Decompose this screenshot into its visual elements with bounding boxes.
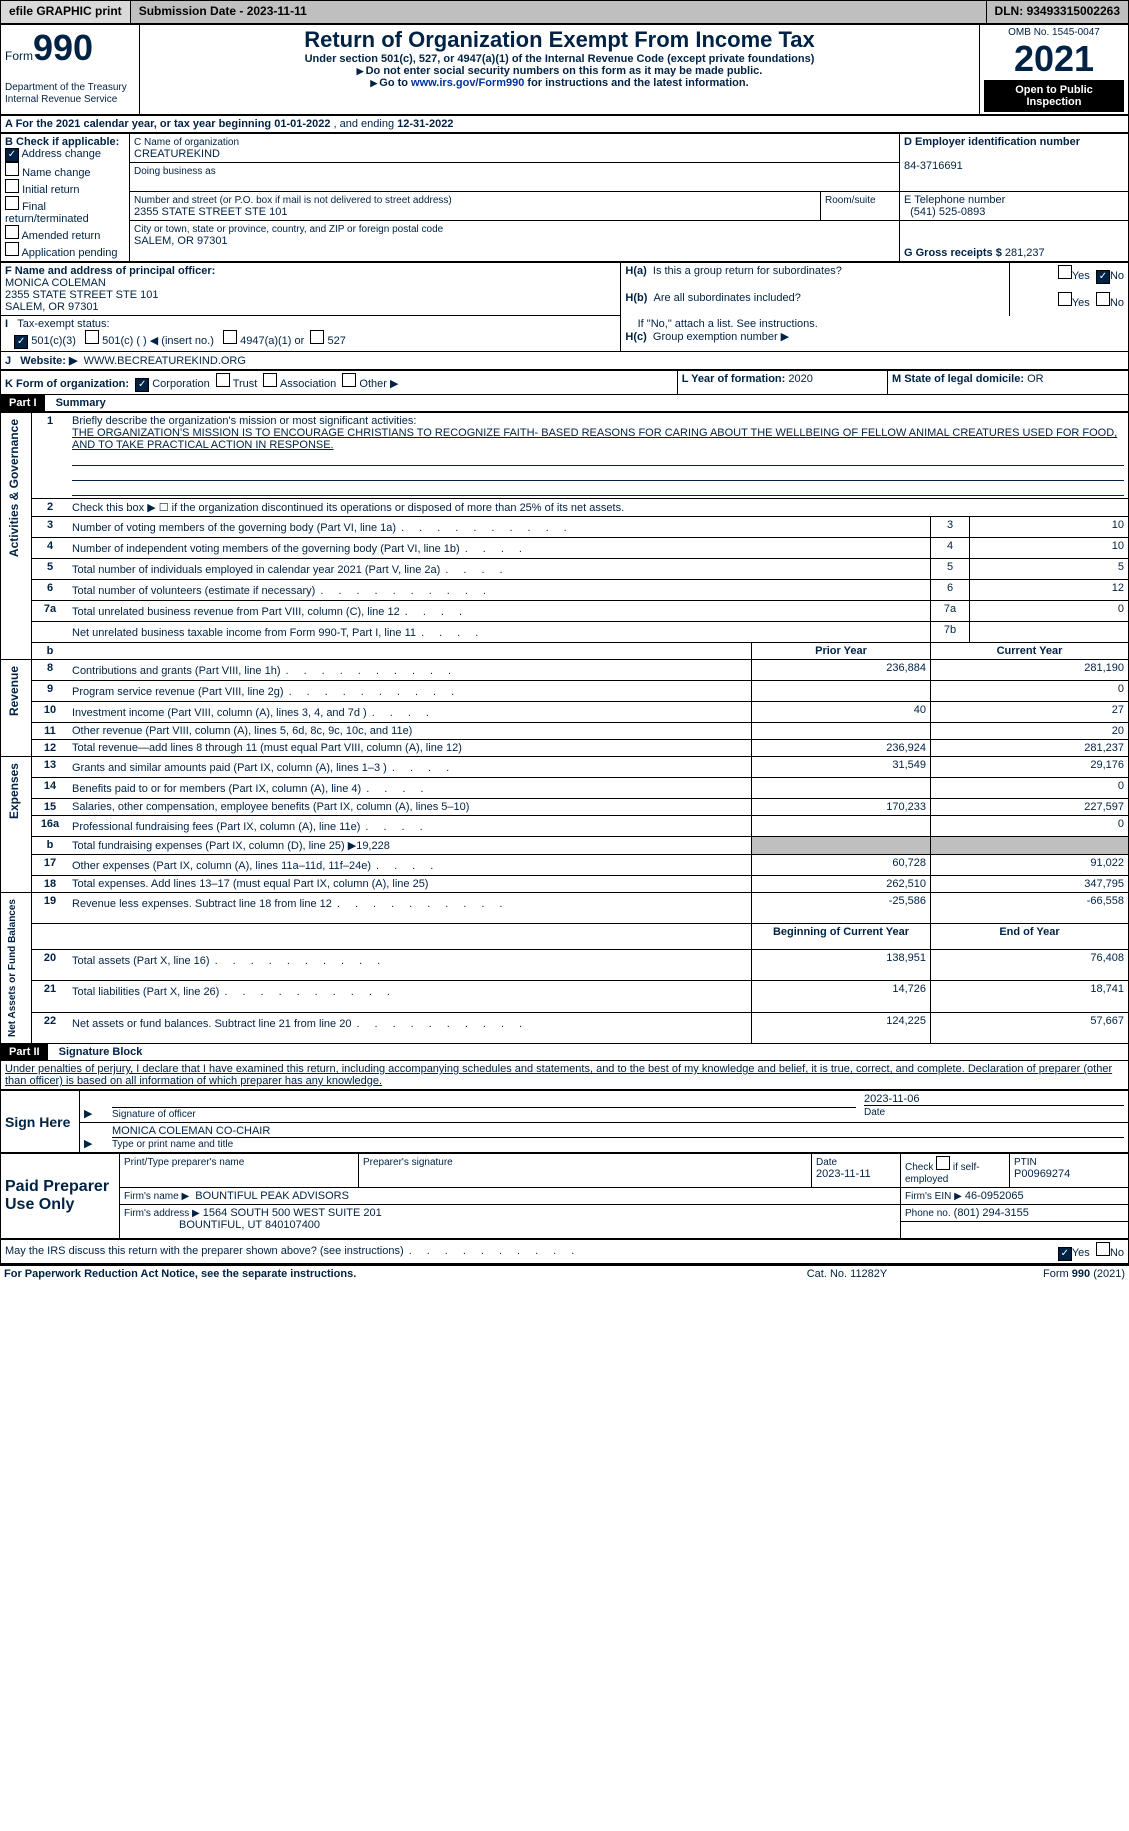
efile-print-button[interactable]: efile GRAPHIC print [1, 1, 131, 23]
section-b-checklist: B Check if applicable: ✓ Address change … [1, 134, 130, 262]
h-a-cell: H(a) Is this a group return for subordin… [621, 263, 1010, 291]
mission-text: THE ORGANIZATION'S MISSION IS TO ENCOURA… [72, 427, 1117, 451]
gross-receipts-value: 281,237 [1005, 247, 1045, 259]
omb-number: OMB No. 1545-0047 [984, 27, 1124, 38]
city-cell: City or town, state or province, country… [130, 221, 900, 262]
checkbox-corporation[interactable]: ✓ [135, 378, 149, 392]
street-cell: Number and street (or P.O. box if mail i… [130, 192, 821, 221]
phone-cell: E Telephone number (541) 525-0893 [900, 192, 1129, 221]
checkbox-irs-no[interactable] [1096, 1242, 1110, 1256]
checkbox-address-change[interactable]: ✓ [5, 148, 19, 162]
phone-value: (541) 525-0893 [910, 206, 985, 218]
checkbox-ha-yes[interactable] [1058, 265, 1072, 279]
checkbox-4947[interactable] [223, 330, 237, 344]
checkbox-527[interactable] [310, 330, 324, 344]
cat-no: Cat. No. 11282Y [753, 1265, 941, 1282]
side-label-net-assets: Net Assets or Fund Balances [5, 895, 20, 1041]
current-year-header: Current Year [997, 645, 1063, 657]
part1-title: Summary [48, 395, 114, 411]
street-value: 2355 STATE STREET STE 101 [134, 206, 287, 218]
dln-value: 93493315002263 [1027, 4, 1120, 18]
side-label-governance: Activities & Governance [5, 415, 23, 561]
dept-treasury: Department of the Treasury Internal Reve… [5, 82, 127, 105]
website-value: WWW.BECREATUREKIND.ORG [84, 355, 246, 367]
prior-year-header: Prior Year [815, 645, 867, 657]
form-subtitle: Under section 501(c), 527, or 4947(a)(1)… [144, 53, 975, 65]
type-name-label: Type or print name and title [112, 1139, 233, 1150]
date-label: Date [864, 1107, 885, 1118]
website-cell: J Website: ▶ WWW.BECREATUREKIND.ORG [1, 352, 1129, 370]
checkbox-association[interactable] [263, 373, 277, 387]
irs-link[interactable]: www.irs.gov/Form990 [411, 77, 524, 89]
h-note-c: If "No," attach a list. See instructions… [621, 316, 1129, 352]
checkbox-501c[interactable] [85, 330, 99, 344]
officer-name-value: MONICA COLEMAN CO-CHAIR [112, 1125, 1124, 1138]
sig-date-value: 2023-11-06 [864, 1093, 1124, 1106]
checkbox-ha-no[interactable]: ✓ [1096, 270, 1110, 284]
checkbox-hb-no[interactable] [1096, 292, 1110, 306]
year-formation: L Year of formation: 2020 [677, 371, 887, 395]
checkbox-app-pending[interactable] [5, 242, 19, 256]
checkbox-final-return[interactable] [5, 196, 19, 210]
tax-year: 2021 [984, 38, 1124, 80]
ein-value: 84-3716691 [904, 160, 963, 172]
submission-date: Submission Date - 2023-11-11 [131, 1, 986, 23]
goto-note: Go to www.irs.gov/Form990 for instructio… [144, 77, 975, 89]
sig-officer-label: Signature of officer [112, 1109, 196, 1120]
side-label-revenue: Revenue [5, 662, 23, 720]
paperwork-notice: For Paperwork Reduction Act Notice, see … [4, 1268, 356, 1280]
checkbox-name-change[interactable] [5, 162, 19, 176]
form-of-org: K Form of organization: ✓ Corporation Tr… [1, 371, 678, 395]
checkbox-amended[interactable] [5, 225, 19, 239]
gross-receipts-cell: G Gross receipts $ 281,237 [900, 245, 1129, 262]
part1-header: Part I [1, 395, 45, 411]
dln-label: DLN: [995, 4, 1024, 18]
checkbox-self-employed[interactable] [936, 1156, 950, 1170]
line1-label: Briefly describe the organization's miss… [72, 415, 416, 427]
principal-officer-cell: F Name and address of principal officer:… [1, 263, 621, 316]
part2-title: Signature Block [51, 1044, 151, 1060]
checkbox-hb-yes[interactable] [1058, 292, 1072, 306]
ssn-note: Do not enter social security numbers on … [144, 65, 975, 77]
sign-here-label: Sign Here [5, 1114, 70, 1130]
state-domicile: M State of legal domicile: OR [887, 371, 1128, 395]
may-irs-discuss: May the IRS discuss this return with the… [5, 1245, 576, 1257]
ein-cell: D Employer identification number 84-3716… [900, 134, 1129, 192]
checkbox-trust[interactable] [216, 373, 230, 387]
h-b-cell: H(b) Are all subordinates included? [621, 290, 1010, 315]
open-to-public: Open to Public Inspection [984, 80, 1124, 112]
period-line: A For the 2021 calendar year, or tax yea… [1, 116, 1129, 133]
declaration-text: Under penalties of perjury, I declare th… [0, 1061, 1129, 1090]
firm-name-value: BOUNTIFUL PEAK ADVISORS [195, 1190, 349, 1202]
part2-header: Part II [1, 1044, 48, 1060]
org-name-cell: C Name of organization CREATUREKIND [130, 134, 900, 163]
checkbox-initial-return[interactable] [5, 179, 19, 193]
dba-cell: Doing business as [130, 163, 900, 192]
form-header: Form990 Department of the Treasury Inter… [0, 24, 1129, 115]
city-value: SALEM, OR 97301 [134, 235, 228, 247]
checkbox-other[interactable] [342, 373, 356, 387]
tax-exempt-status: I Tax-exempt status: ✓ 501(c)(3) 501(c) … [1, 316, 621, 352]
checkbox-501c3[interactable]: ✓ [14, 335, 28, 349]
paid-preparer-label: Paid Preparer Use Only [5, 1178, 109, 1213]
form-number: 990 [33, 27, 93, 68]
form-word: Form [5, 49, 33, 63]
room-suite-cell: Room/suite [821, 192, 900, 221]
line2-label: Check this box ▶ ☐ if the organization d… [68, 499, 1129, 517]
side-label-expenses: Expenses [5, 759, 23, 823]
top-bar: efile GRAPHIC print Submission Date - 20… [0, 0, 1129, 24]
dln-field: DLN: 93493315002263 [986, 1, 1128, 23]
checkbox-irs-yes[interactable]: ✓ [1058, 1247, 1072, 1261]
org-name: CREATUREKIND [134, 148, 220, 160]
form-title: Return of Organization Exempt From Incom… [144, 27, 975, 53]
